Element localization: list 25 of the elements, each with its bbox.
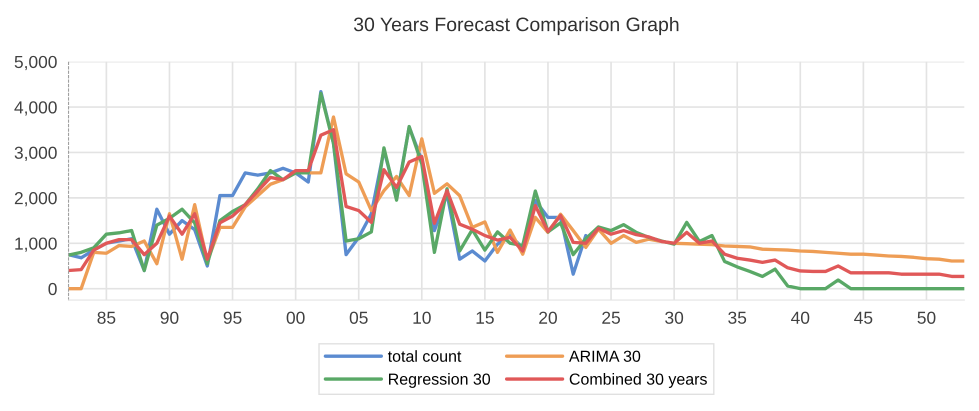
x-tick-label: 00 bbox=[286, 312, 305, 324]
y-tick-label: 2,000 bbox=[14, 192, 57, 206]
x-tick-label: 85 bbox=[97, 312, 116, 324]
legend-label: total count bbox=[388, 350, 462, 362]
y-tick-label: 1,000 bbox=[15, 237, 57, 252]
y-tick-label: 5,000 bbox=[14, 56, 57, 70]
legend-label: Combined 30 years bbox=[570, 373, 707, 388]
x-tick-label: 40 bbox=[791, 312, 810, 324]
y-tick-label: 4,000 bbox=[14, 101, 57, 116]
x-tick-label: 35 bbox=[728, 312, 746, 324]
x-tick-label: 15 bbox=[476, 312, 494, 324]
y-tick-label: 0 bbox=[48, 282, 57, 296]
x-tick-label: 25 bbox=[602, 312, 620, 324]
y-tick-label: 3,000 bbox=[14, 146, 57, 161]
x-tick-label: 50 bbox=[918, 312, 936, 324]
x-tick-label: 90 bbox=[160, 312, 178, 324]
chart-title: 30 Years Forecast Comparison Graph bbox=[354, 17, 678, 36]
x-tick-label: 95 bbox=[224, 312, 242, 324]
x-tick-label: 10 bbox=[413, 312, 431, 324]
x-tick-label: 05 bbox=[350, 312, 368, 324]
legend-label: Regression 30 bbox=[389, 373, 490, 388]
x-tick-label: 45 bbox=[854, 312, 872, 324]
legend-label: ARIMA 30 bbox=[568, 350, 640, 362]
x-tick-label: 20 bbox=[539, 312, 557, 324]
x-tick-label: 30 bbox=[665, 312, 684, 324]
